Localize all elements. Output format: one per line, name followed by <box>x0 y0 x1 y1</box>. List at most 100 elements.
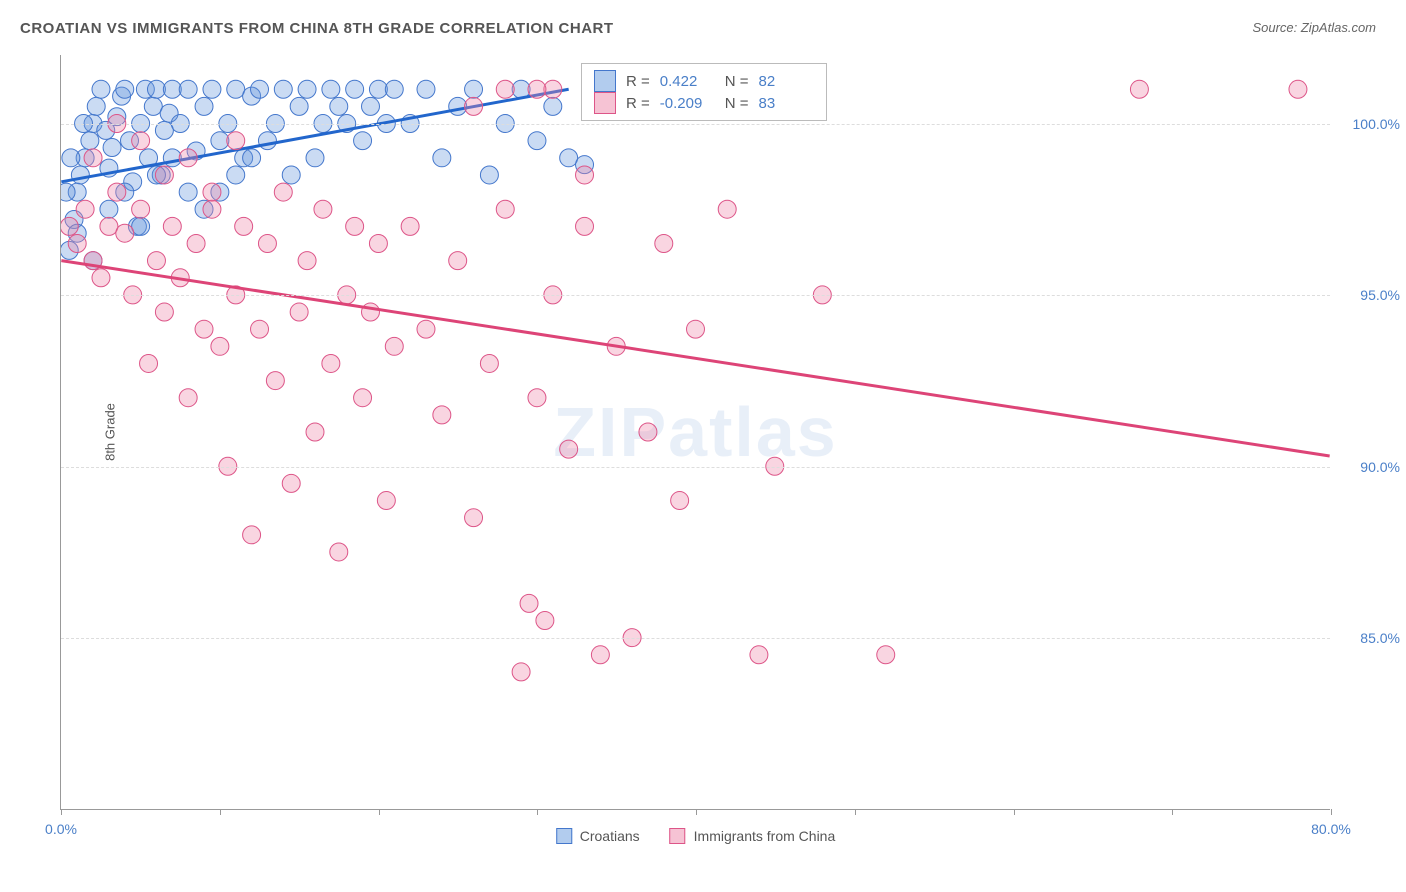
scatter-point <box>449 97 467 115</box>
scatter-point <box>314 200 332 218</box>
scatter-point <box>132 132 150 150</box>
scatter-point <box>417 80 435 98</box>
xtick <box>855 809 856 815</box>
scatter-point <box>433 149 451 167</box>
scatter-point <box>417 320 435 338</box>
scatter-point <box>163 217 181 235</box>
scatter-point <box>298 252 316 270</box>
ytick-label: 100.0% <box>1353 116 1400 132</box>
scatter-point <box>116 80 134 98</box>
scatter-point <box>496 80 514 98</box>
scatter-point <box>100 217 118 235</box>
scatter-point <box>203 200 221 218</box>
scatter-point <box>116 224 134 242</box>
scatter-point <box>179 183 197 201</box>
xtick <box>1014 809 1015 815</box>
scatter-point <box>243 149 261 167</box>
scatter-point <box>290 97 308 115</box>
legend-r-label: R = <box>626 95 650 112</box>
scatter-point <box>354 389 372 407</box>
xtick <box>220 809 221 815</box>
scatter-point <box>227 132 245 150</box>
scatter-point <box>132 200 150 218</box>
scatter-point <box>306 423 324 441</box>
scatter-point <box>306 149 324 167</box>
scatter-point <box>87 97 105 115</box>
scatter-point <box>62 149 80 167</box>
scatter-point <box>179 80 197 98</box>
xtick-label: 0.0% <box>45 821 77 837</box>
scatter-point <box>103 139 121 157</box>
scatter-point <box>147 252 165 270</box>
scatter-point <box>251 320 269 338</box>
ytick-label: 90.0% <box>1360 459 1400 475</box>
correlation-legend: R = 0.422 N = 82 R = -0.209 N = 83 <box>581 63 827 121</box>
scatter-point <box>465 509 483 527</box>
bottom-legend-china: Immigrants from China <box>670 828 836 844</box>
scatter-point <box>687 320 705 338</box>
legend-n-value-croatians: 82 <box>759 73 814 90</box>
scatter-point <box>346 217 364 235</box>
scatter-point <box>330 543 348 561</box>
scatter-point <box>362 97 380 115</box>
legend-n-label: N = <box>725 95 749 112</box>
scatter-point <box>639 423 657 441</box>
scatter-point <box>179 389 197 407</box>
scatter-point <box>203 80 221 98</box>
scatter-point <box>144 97 162 115</box>
scatter-point <box>877 646 895 664</box>
scatter-point <box>433 406 451 424</box>
scatter-svg <box>61 55 1330 809</box>
scatter-point <box>330 97 348 115</box>
legend-swatch-icon <box>556 828 572 844</box>
scatter-point <box>81 132 99 150</box>
gridline <box>61 124 1330 125</box>
scatter-point <box>1289 80 1307 98</box>
gridline <box>61 295 1330 296</box>
scatter-point <box>512 663 530 681</box>
scatter-point <box>251 80 269 98</box>
scatter-point <box>449 252 467 270</box>
scatter-point <box>235 217 253 235</box>
scatter-point <box>536 612 554 630</box>
trend-line <box>61 261 1329 456</box>
scatter-point <box>140 354 158 372</box>
scatter-point <box>211 132 229 150</box>
bottom-legend: Croatians Immigrants from China <box>556 828 836 844</box>
xtick <box>1172 809 1173 815</box>
scatter-point <box>155 166 173 184</box>
scatter-point <box>258 132 276 150</box>
scatter-point <box>100 200 118 218</box>
scatter-point <box>203 183 221 201</box>
legend-swatch-croatians <box>594 70 616 92</box>
scatter-point <box>187 235 205 253</box>
bottom-legend-croatians: Croatians <box>556 828 640 844</box>
gridline <box>61 638 1330 639</box>
legend-swatch-china <box>594 92 616 114</box>
scatter-point <box>591 646 609 664</box>
scatter-point <box>266 372 284 390</box>
scatter-point <box>147 80 165 98</box>
scatter-point <box>1130 80 1148 98</box>
legend-row-croatians: R = 0.422 N = 82 <box>594 70 814 92</box>
scatter-point <box>155 303 173 321</box>
scatter-point <box>369 80 387 98</box>
scatter-point <box>671 492 689 510</box>
scatter-point <box>163 80 181 98</box>
scatter-point <box>576 166 594 184</box>
scatter-point <box>274 80 292 98</box>
scatter-point <box>544 97 562 115</box>
scatter-point <box>290 303 308 321</box>
scatter-point <box>369 235 387 253</box>
scatter-point <box>544 80 562 98</box>
scatter-point <box>179 149 197 167</box>
bottom-legend-label-china: Immigrants from China <box>694 828 836 844</box>
scatter-point <box>84 149 102 167</box>
scatter-point <box>322 80 340 98</box>
scatter-point <box>560 440 578 458</box>
xtick <box>379 809 380 815</box>
xtick-label: 80.0% <box>1311 821 1351 837</box>
plot-area: 8th Grade ZIPatlas R = 0.422 N = 82 R = … <box>60 55 1330 810</box>
scatter-point <box>195 97 213 115</box>
scatter-point <box>718 200 736 218</box>
